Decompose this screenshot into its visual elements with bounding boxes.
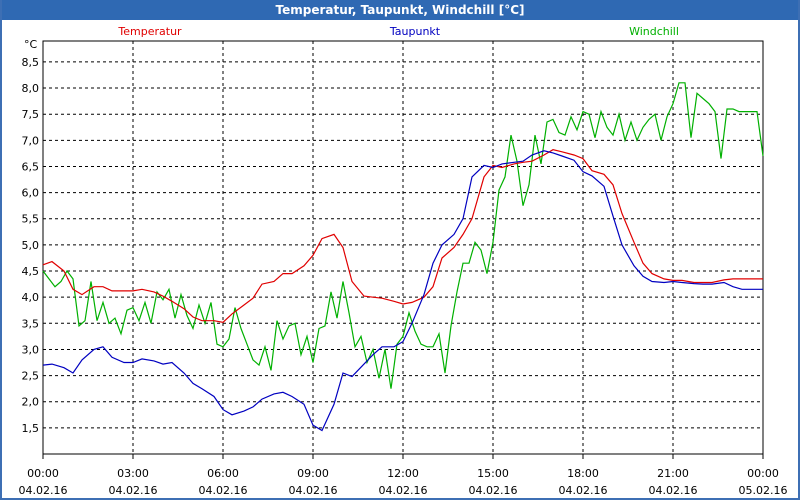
chart-area: 1,5 2,0 2,5 3,0 3,5 4,0 4,5 5,0 5,5 6,0 6,5 7,0 7,5 8… (2, 20, 798, 498)
y-tick-label: 4,5 (22, 265, 40, 278)
series-line-taupunkt (42, 150, 763, 432)
y-tick-label: 6,5 (22, 160, 40, 173)
window-title: Temperatur, Taupunkt, Windchill [°C] (2, 0, 798, 20)
y-tick-label: 5,5 (22, 213, 40, 226)
legend-temperatur: Temperatur (117, 25, 182, 38)
x-tick-date-label: 04.02.16 (199, 484, 248, 497)
x-tick-date-label: 05.02.16 (739, 484, 788, 497)
y-tick-label: 1,5 (22, 422, 40, 435)
y-tick-label: 8,0 (22, 82, 40, 95)
x-tick-time-label: 12:00 (387, 467, 419, 480)
y-tick-label: 5,0 (22, 239, 40, 252)
x-tick-date-label: 04.02.16 (109, 484, 158, 497)
y-tick-label: 4,0 (22, 291, 40, 304)
legend-taupunkt: Taupunkt (389, 25, 441, 38)
x-tick-time-label: 09:00 (297, 467, 329, 480)
x-tick-date-label: 04.02.16 (559, 484, 608, 497)
line-chart: 1,5 2,0 2,5 3,0 3,5 4,0 4,5 5,0 5,5 6,0 6,5 7,0 7,5 8… (19, 25, 788, 497)
x-tick-time-label: 06:00 (207, 467, 239, 480)
x-tick-time-label: 00:00 (747, 467, 779, 480)
y-tick-label: 3,5 (22, 317, 40, 330)
y-unit-label: °C (24, 38, 38, 51)
y-tick-label: 8,5 (22, 56, 40, 69)
y-tick-label: 7,5 (22, 108, 40, 121)
x-tick-time-label: 21:00 (657, 467, 689, 480)
y-tick-label: 2,0 (22, 396, 40, 409)
plot-frame (42, 40, 764, 455)
y-tick-label: 2,5 (22, 370, 40, 383)
y-tick-label: 3,0 (22, 343, 40, 356)
x-tick-date-label: 04.02.16 (469, 484, 518, 497)
x-tick-time-label: 18:00 (567, 467, 599, 480)
legend-windchill: Windchill (629, 25, 679, 38)
x-tick-date-label: 04.02.16 (379, 484, 428, 497)
y-tick-label: 7,0 (22, 134, 40, 147)
x-tick-date-label: 04.02.16 (649, 484, 698, 497)
x-tick-date-label: 04.02.16 (289, 484, 338, 497)
y-tick-label: 6,0 (22, 187, 40, 200)
series-line-temperatur (42, 149, 763, 323)
x-tick-time-label: 15:00 (477, 467, 509, 480)
x-tick-time-label: 03:00 (117, 467, 149, 480)
x-tick-time-label: 00:00 (27, 467, 59, 480)
x-tick-date-label: 04.02.16 (19, 484, 68, 497)
series-line-windchill (42, 82, 764, 389)
